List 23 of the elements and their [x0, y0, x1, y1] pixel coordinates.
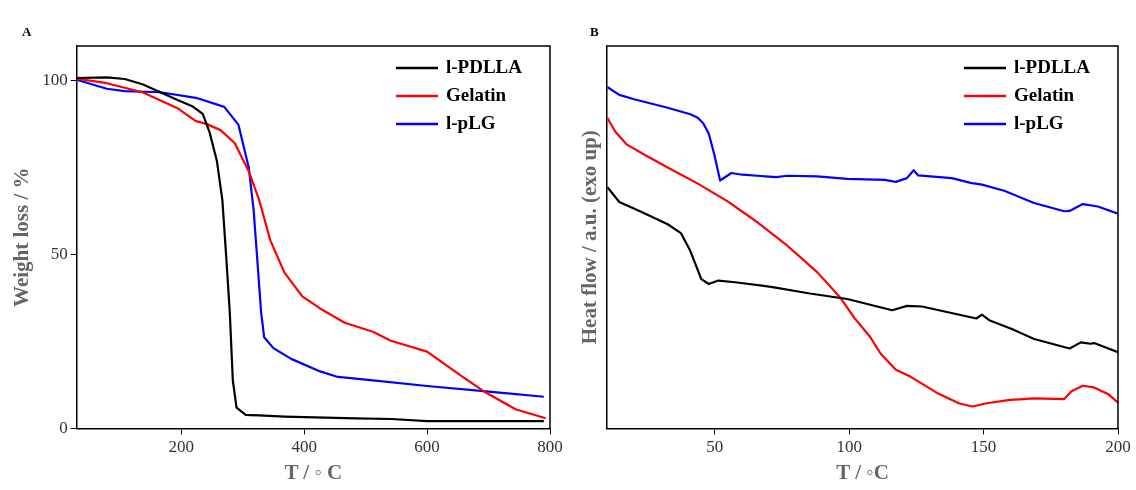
- text: A: [22, 23, 32, 39]
- x-tick-label: 400: [291, 437, 317, 457]
- legend-label: Gelatin: [446, 83, 507, 105]
- legend-label: Gelatin: [1014, 83, 1075, 105]
- y-tick-label: 0: [59, 417, 68, 437]
- x-tick-label: 800: [537, 437, 563, 457]
- x-axis-title: T / ◦C: [836, 459, 889, 484]
- legend-label: l-PDLLA: [446, 55, 523, 77]
- y-axis-title: Weight loss / %: [9, 167, 34, 307]
- legend-label: l-pLG: [1014, 111, 1064, 133]
- legend-label: l-PDLLA: [1014, 55, 1091, 77]
- x-tick-label: 200: [168, 437, 194, 457]
- x-tick-label: 600: [414, 437, 440, 457]
- x-tick-label: 50: [706, 437, 724, 457]
- x-axis-title: T / ◦ C: [284, 459, 343, 484]
- y-tick-label: 100: [42, 70, 68, 90]
- y-axis-title: Heat flow / a.u. (exo up): [577, 130, 602, 345]
- legend-label: l-pLG: [446, 111, 496, 133]
- y-tick-label: 50: [50, 244, 68, 264]
- x-tick-label: 200: [1105, 437, 1131, 457]
- x-tick-label: 100: [836, 437, 862, 457]
- x-tick-label: 150: [970, 437, 997, 457]
- text: B: [590, 23, 599, 39]
